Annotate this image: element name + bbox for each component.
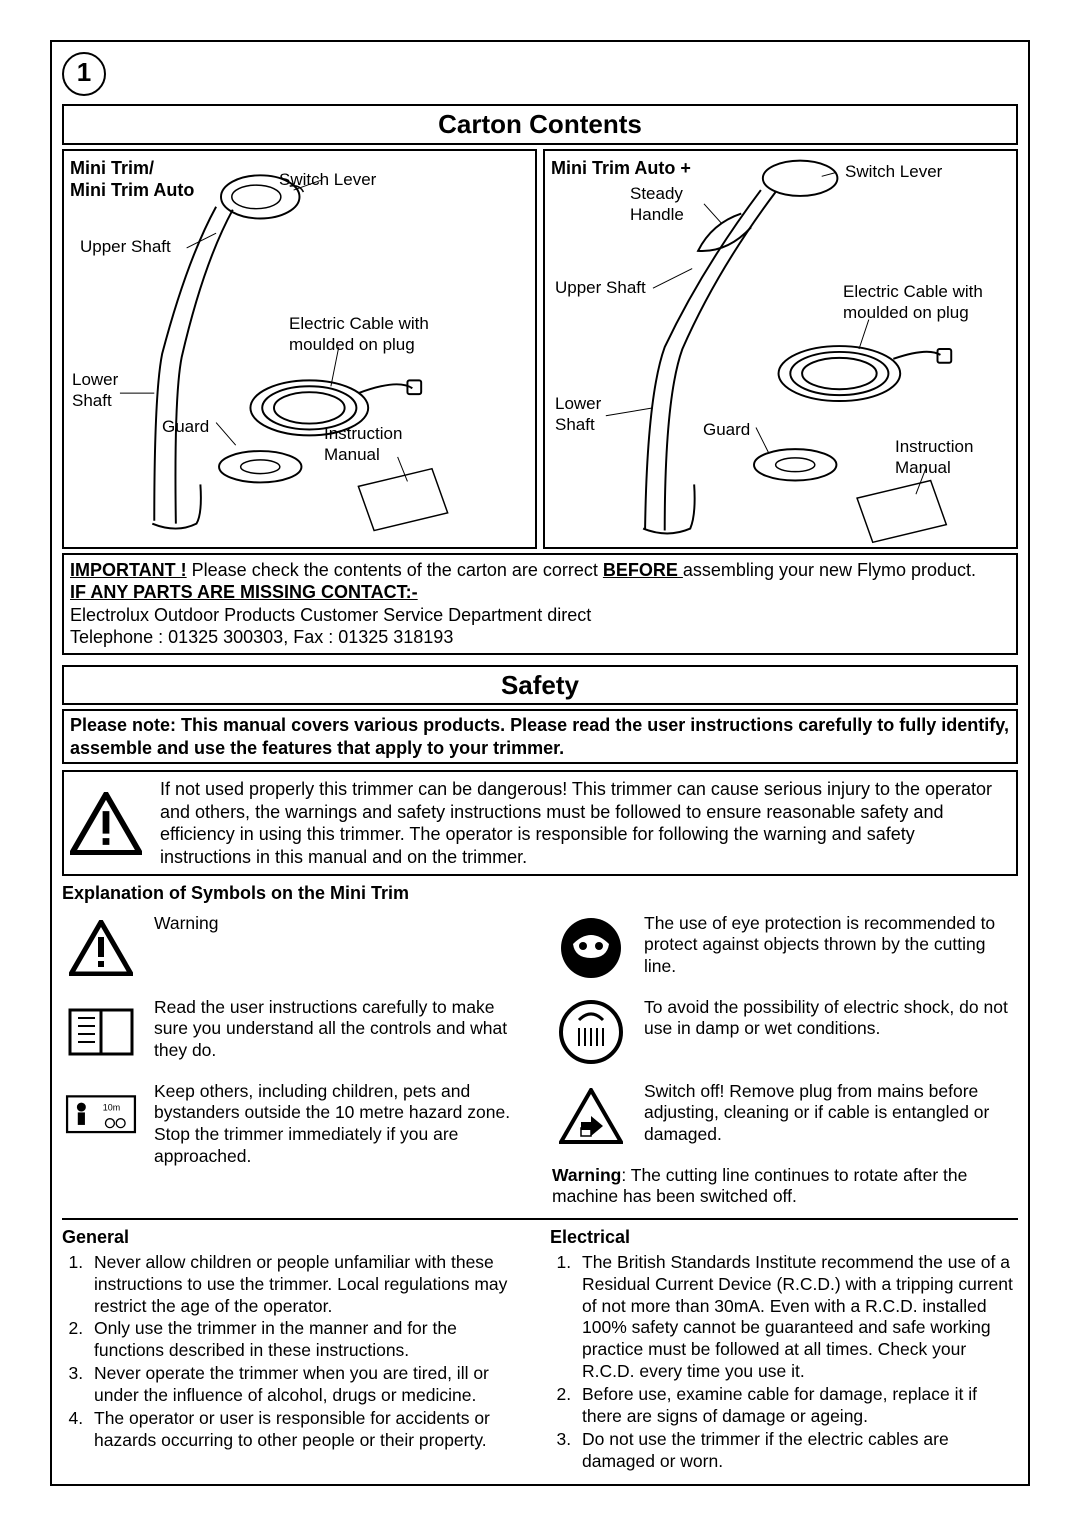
symbol-manual-text: Read the user instructions carefully to …	[154, 997, 528, 1063]
no-wet-icon	[552, 997, 630, 1067]
symbol-warning: Warning	[62, 913, 528, 983]
rotating-warning-label: Warning	[552, 1165, 621, 1185]
label-switch-lever-r: Switch Lever	[845, 161, 942, 182]
warning-triangle-icon	[62, 913, 140, 983]
read-manual-icon	[62, 997, 140, 1067]
list-item: Only use the trimmer in the manner and f…	[88, 1318, 530, 1362]
label-upper-shaft-r: Upper Shaft	[555, 277, 646, 298]
label-manual: Instruction Manual	[324, 423, 424, 466]
page: 1 Carton Contents Mini Trim/ Mini Trim A…	[50, 40, 1030, 1486]
symbol-manual: Read the user instructions carefully to …	[62, 997, 528, 1067]
keep-distance-icon: 10m	[62, 1081, 140, 1151]
symbol-warning-text: Warning	[154, 913, 219, 935]
diagram-right: Mini Trim Auto + Switch Lever Steady Han…	[543, 149, 1018, 549]
symbol-keepaway: 10m Keep others, including children, pet…	[62, 1081, 528, 1169]
important-line2: IF ANY PARTS ARE MISSING CONTACT:-	[70, 582, 418, 602]
list-item: Never allow children or people unfamilia…	[88, 1252, 530, 1318]
important-label: IMPORTANT !	[70, 560, 187, 580]
carton-title: Carton Contents	[62, 104, 1018, 145]
page-number-badge: 1	[62, 52, 106, 96]
svg-text:10m: 10m	[103, 1102, 120, 1112]
important-text2: assembling your new Flymo product.	[683, 560, 976, 580]
label-guard: Guard	[162, 416, 209, 437]
safety-main-warning: If not used properly this trimmer can be…	[62, 770, 1018, 876]
bottom-lists: General Never allow children or people u…	[62, 1218, 1018, 1473]
safety-main-warning-text: If not used properly this trimmer can be…	[160, 778, 1010, 868]
list-item: Before use, examine cable for damage, re…	[576, 1384, 1018, 1428]
label-cable-r: Electric Cable with moulded on plug	[843, 281, 1013, 324]
label-upper-shaft: Upper Shaft	[80, 236, 171, 257]
symbol-wet-text: To avoid the possibility of electric sho…	[644, 997, 1018, 1041]
eye-protection-icon	[552, 913, 630, 983]
important-text1: Please check the contents of the carton …	[187, 560, 603, 580]
general-list: General Never allow children or people u…	[62, 1226, 530, 1473]
rotating-warning: Warning: The cutting line continues to r…	[552, 1165, 1018, 1209]
important-box: IMPORTANT ! Please check the contents of…	[62, 553, 1018, 655]
symbol-eye-text: The use of eye protection is recommended…	[644, 913, 1018, 979]
symbols-heading: Explanation of Symbols on the Mini Trim	[62, 882, 1018, 905]
symbols-left: Warning Read the user instructions caref…	[62, 913, 528, 1209]
label-guard-r: Guard	[703, 419, 750, 440]
diagram-right-svg	[545, 151, 1016, 547]
symbol-eye: The use of eye protection is recommended…	[552, 913, 1018, 983]
symbols-right: The use of eye protection is recommended…	[552, 913, 1018, 1209]
symbol-unplug-text: Switch off! Remove plug from mains befor…	[644, 1081, 1018, 1147]
list-item: Never operate the trimmer when you are t…	[88, 1363, 530, 1407]
carton-diagrams: Mini Trim/ Mini Trim Auto Switch Lever U…	[62, 149, 1018, 549]
label-lower-shaft: Lower Shaft	[72, 369, 132, 412]
important-line4: Telephone : 01325 300303, Fax : 01325 31…	[70, 627, 453, 647]
label-lower-shaft-r: Lower Shaft	[555, 393, 615, 436]
list-item: The operator or user is responsible for …	[88, 1408, 530, 1452]
label-steady-handle: Steady Handle	[630, 183, 700, 226]
safety-note: Please note: This manual covers various …	[62, 709, 1018, 764]
symbol-keepaway-text: Keep others, including children, pets an…	[154, 1081, 528, 1169]
label-switch-lever: Switch Lever	[279, 169, 376, 190]
symbols-columns: Warning Read the user instructions caref…	[62, 913, 1018, 1209]
important-before: BEFORE	[603, 560, 683, 580]
unplug-icon	[552, 1081, 630, 1151]
list-item: Do not use the trimmer if the electric c…	[576, 1429, 1018, 1473]
general-title: General	[62, 1226, 530, 1249]
symbol-wet: To avoid the possibility of electric sho…	[552, 997, 1018, 1067]
symbol-unplug: Switch off! Remove plug from mains befor…	[552, 1081, 1018, 1151]
list-item: The British Standards Institute recommen…	[576, 1252, 1018, 1383]
diagram-left: Mini Trim/ Mini Trim Auto Switch Lever U…	[62, 149, 537, 549]
warning-triangle-icon	[70, 792, 142, 855]
label-cable: Electric Cable with moulded on plug	[289, 313, 459, 356]
electrical-title: Electrical	[550, 1226, 1018, 1249]
electrical-list: Electrical The British Standards Institu…	[550, 1226, 1018, 1473]
label-manual-r: Instruction Manual	[895, 436, 995, 479]
important-line3: Electrolux Outdoor Products Customer Ser…	[70, 605, 591, 625]
safety-title: Safety	[62, 665, 1018, 706]
